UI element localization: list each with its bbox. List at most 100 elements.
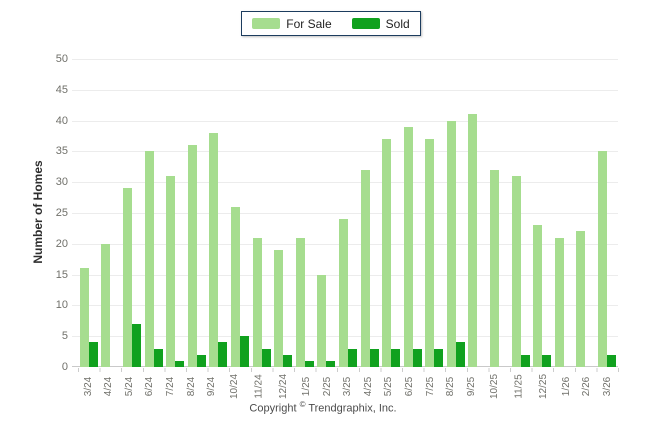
- y-tick-label-10: 10: [55, 299, 68, 312]
- bar-group-8/25: [445, 59, 467, 367]
- x-label-slot-3/25: 3/25: [338, 370, 359, 402]
- legend-label-for-sale: For Sale: [286, 16, 332, 31]
- for-sale-bar-2/25: [317, 274, 327, 367]
- copyright-prefix: Copyright: [249, 402, 297, 415]
- x-tick-label-2/26: 2/26: [581, 376, 593, 396]
- x-label-slot-1/26: 1/26: [556, 370, 577, 402]
- bar-group-9/24: [208, 59, 230, 367]
- y-tick-label-30: 30: [55, 176, 68, 189]
- for-sale-bar-3/25: [338, 219, 348, 367]
- bar-group-4/25: [359, 59, 381, 367]
- gridline-40: [72, 120, 618, 122]
- for-sale-bar-1/26: [554, 237, 564, 367]
- x-tick-label-10/24: 10/24: [229, 373, 241, 399]
- x-label-slot-9/25: 9/25: [461, 370, 482, 402]
- x-tick-label-1/25: 1/25: [301, 376, 313, 396]
- for-sale-bar-9/25: [468, 114, 478, 367]
- y-tick-label-45: 45: [55, 83, 68, 96]
- sold-bar-8/25: [455, 342, 465, 367]
- sold-bar-6/25: [412, 348, 422, 367]
- for-sale-bar-6/25: [403, 126, 413, 367]
- x-tick-label-11/25: 11/25: [513, 373, 525, 399]
- x-label-slot-11/24: 11/24: [247, 370, 271, 402]
- bar-group-7/25: [424, 59, 446, 367]
- x-label-slot-7/25: 7/25: [420, 370, 441, 402]
- gridline-35: [72, 151, 618, 153]
- legend-item-for-sale: For Sale: [252, 16, 332, 31]
- for-sale-bar-6/24: [144, 151, 154, 367]
- x-tick-label-10/25: 10/25: [488, 373, 500, 399]
- legend-label-sold: Sold: [385, 16, 410, 31]
- x-tick-label-7/25: 7/25: [424, 376, 436, 396]
- for-sale-bar-4/25: [360, 169, 370, 367]
- sold-bar-7/24: [175, 360, 185, 367]
- sold-bar-7/25: [434, 348, 444, 367]
- for-sale-bar-5/25: [382, 139, 392, 367]
- y-tick-label-35: 35: [55, 145, 68, 158]
- legend-item-sold: Sold: [351, 16, 410, 31]
- x-tick-label-12/24: 12/24: [278, 373, 290, 399]
- bar-group-5/25: [380, 59, 402, 367]
- for-sale-bar-8/25: [446, 120, 456, 367]
- for-sale-swatch-icon: [252, 18, 281, 29]
- x-label-slot-6/24: 6/24: [140, 370, 161, 402]
- for-sale-bar-1/25: [295, 237, 305, 367]
- for-sale-bar-7/25: [425, 139, 435, 367]
- bar-group-5/24: [121, 59, 143, 367]
- x-label-slot-9/24: 9/24: [202, 370, 223, 402]
- x-tick-label-5/24: 5/24: [123, 376, 135, 396]
- sold-bar-3/25: [347, 348, 357, 367]
- y-tick-label-5: 5: [61, 330, 68, 343]
- sold-bar-11/24: [261, 348, 271, 367]
- y-tick-label-25: 25: [55, 207, 68, 219]
- y-tick-label-20: 20: [55, 237, 68, 250]
- x-axis-ticks: [78, 368, 619, 372]
- x-tick-label-6/24: 6/24: [144, 376, 156, 396]
- x-tick-label-3/25: 3/25: [342, 376, 354, 396]
- legend: For Sale Sold: [241, 11, 421, 36]
- x-tick-label-2/25: 2/25: [321, 376, 333, 396]
- copyright-symbol-icon: ©: [299, 400, 306, 409]
- bar-group-4/24: [100, 59, 122, 367]
- bar-group-6/25: [402, 59, 424, 367]
- y-tick-label-50: 50: [55, 53, 68, 65]
- x-label-slot-7/24: 7/24: [160, 370, 181, 402]
- x-label-slot-2/26: 2/26: [577, 370, 598, 402]
- sold-swatch-icon: [351, 18, 380, 29]
- sold-bar-12/25: [542, 354, 552, 367]
- x-label-slot-4/25: 4/25: [358, 370, 379, 402]
- sold-bar-11/25: [520, 354, 530, 367]
- bar-group-2/25: [316, 59, 338, 367]
- bar-group-1/25: [294, 59, 316, 367]
- y-tick-label-15: 15: [55, 268, 68, 281]
- for-sale-bar-4/24: [101, 243, 111, 367]
- for-sale-bar-10/25: [490, 169, 500, 367]
- x-tick-label-4/24: 4/24: [103, 376, 115, 396]
- sold-bar-10/24: [239, 336, 249, 367]
- bar-group-12/25: [531, 59, 553, 367]
- for-sale-bar-12/25: [533, 225, 543, 367]
- x-tick-label-11/24: 11/24: [253, 373, 265, 399]
- bar-group-10/24: [229, 59, 251, 367]
- bar-group-3/25: [337, 59, 359, 367]
- bar-group-12/24: [272, 59, 294, 367]
- gridline-45: [72, 89, 618, 91]
- x-tick-label-5/25: 5/25: [383, 376, 395, 396]
- for-sale-bar-3/26: [598, 151, 608, 367]
- bar-group-1/26: [553, 59, 575, 367]
- bar-group-9/25: [467, 59, 489, 367]
- bar-group-11/24: [251, 59, 273, 367]
- sold-bar-1/25: [304, 360, 314, 367]
- for-sale-bar-3/24: [79, 268, 89, 367]
- for-sale-bar-10/24: [230, 206, 240, 367]
- for-sale-bar-9/24: [209, 132, 219, 367]
- sold-bar-5/24: [131, 323, 141, 367]
- for-sale-bar-8/24: [187, 145, 197, 367]
- x-tick-labels: 3/24 4/24 5/24 6/24 7/24 8/24 9/24 10/24 11/24 12…: [78, 370, 618, 402]
- x-label-slot-4/24: 4/24: [99, 370, 120, 402]
- gridline-50: [72, 59, 618, 60]
- x-tick-label-7/24: 7/24: [165, 376, 177, 396]
- y-tick-label-0: 0: [61, 361, 68, 373]
- bar-group-11/25: [510, 59, 532, 367]
